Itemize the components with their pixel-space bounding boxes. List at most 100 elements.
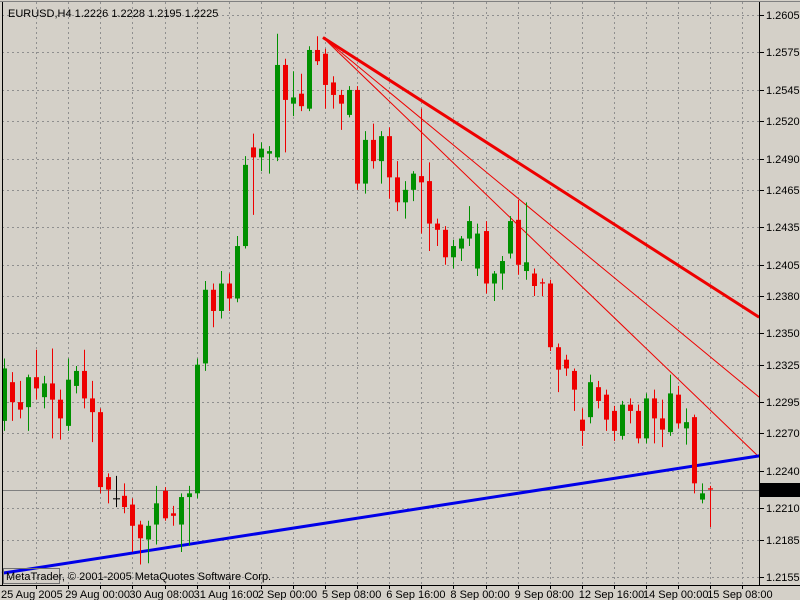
time-tick-label: 30 Aug 08:00 xyxy=(129,589,194,600)
candle xyxy=(187,485,192,546)
candle-body xyxy=(451,246,456,258)
price-tick-label: 1.2520 xyxy=(766,116,800,128)
trendline-descending-inner-2[interactable] xyxy=(322,37,760,458)
candle-body xyxy=(387,136,392,178)
candle-body xyxy=(676,394,681,424)
candle-body xyxy=(620,404,625,436)
candle-body xyxy=(323,53,328,85)
candle-body xyxy=(113,498,120,500)
candle-body xyxy=(395,177,400,203)
candle xyxy=(532,268,537,297)
time-tick-label: 9 Sep 08:00 xyxy=(515,589,574,600)
candle xyxy=(339,89,344,130)
candle-body xyxy=(267,151,272,154)
candle xyxy=(492,271,497,301)
candle-body xyxy=(50,383,55,400)
price-axis[interactable]: 1.2605 1.2575 1.2545 1.2520 1.2490 1.2465 1.24… xyxy=(759,10,800,584)
candle xyxy=(403,181,408,219)
time-tick-label: 14 Sep 00:00 xyxy=(643,589,708,600)
candle xyxy=(42,375,47,409)
candle xyxy=(379,131,384,184)
price-tick-label: 1.2185 xyxy=(766,535,800,547)
candle-body xyxy=(355,89,360,184)
candle-body xyxy=(524,262,529,272)
candle xyxy=(355,86,360,190)
candle xyxy=(427,162,432,252)
candle xyxy=(676,385,681,429)
grid xyxy=(2,2,759,585)
candle-body xyxy=(98,412,103,488)
candle xyxy=(620,400,625,440)
chart-title: EURUSD,H4 1.2226 1.2228 1.2195 1.2225 xyxy=(8,8,218,20)
candle xyxy=(451,239,456,269)
trendline-descending-inner-1[interactable] xyxy=(322,37,760,398)
candle-body xyxy=(66,379,71,426)
price-tick-label: 1.2270 xyxy=(766,428,800,440)
candle-body xyxy=(700,493,705,500)
candle-body xyxy=(227,283,232,299)
candle xyxy=(636,404,641,444)
price-tick-label: 1.2435 xyxy=(766,222,800,234)
candle-body xyxy=(564,359,569,369)
candle xyxy=(315,36,320,65)
candle-body xyxy=(307,49,312,109)
candle-body xyxy=(90,398,95,413)
price-tick-label: 1.2605 xyxy=(766,10,800,22)
price-tick-label: 1.2465 xyxy=(766,185,800,197)
candle-body xyxy=(187,493,192,498)
candle xyxy=(371,123,376,169)
watermark-text: MetaTrader, © 2001-2005 MetaQuotes Softw… xyxy=(6,571,271,583)
candle-body xyxy=(403,189,408,203)
candle-body xyxy=(347,89,352,115)
candle xyxy=(708,485,713,528)
candle xyxy=(684,408,689,445)
candle xyxy=(227,273,232,311)
candle xyxy=(307,46,312,112)
candle-body xyxy=(467,221,472,239)
candle xyxy=(243,156,248,249)
candle xyxy=(299,73,304,112)
trendline-ascending-support[interactable] xyxy=(1,454,760,575)
candle xyxy=(475,223,480,277)
candle-body xyxy=(508,221,513,254)
candle xyxy=(283,58,288,153)
candle xyxy=(435,218,440,247)
candle xyxy=(411,171,416,202)
candle-body xyxy=(604,394,609,420)
candle-body xyxy=(492,273,497,284)
candle-body xyxy=(259,148,264,158)
candle-body xyxy=(443,229,448,258)
candle xyxy=(508,216,513,259)
time-axis[interactable]: 25 Aug 2005 29 Aug 00:00 30 Aug 08:00 31 Au… xyxy=(1,585,773,600)
candle xyxy=(516,199,521,275)
candle-body xyxy=(379,136,384,162)
price-tick-label: 1.2240 xyxy=(766,466,800,478)
time-tick-label: 31 Aug 16:00 xyxy=(194,589,259,600)
candle xyxy=(179,493,184,553)
candle-body xyxy=(146,525,151,540)
candle-body xyxy=(283,64,288,100)
candle-body xyxy=(58,399,63,419)
candle xyxy=(2,358,7,431)
candle xyxy=(484,221,489,294)
candle-body xyxy=(459,238,464,249)
candle-body xyxy=(660,418,665,430)
trendlines-layer[interactable] xyxy=(1,36,760,575)
candle-body xyxy=(203,289,208,364)
candle xyxy=(459,236,464,262)
candle-body xyxy=(411,173,416,190)
candle xyxy=(211,283,216,328)
candle xyxy=(556,343,561,393)
candle-body xyxy=(540,282,545,284)
candle xyxy=(203,281,208,371)
price-tick-label: 1.2380 xyxy=(766,291,800,303)
candle xyxy=(138,520,143,565)
candle xyxy=(363,131,368,194)
candle-body xyxy=(435,223,440,230)
trendline-descending-resistance-main[interactable] xyxy=(322,36,760,319)
price-tick-label: 1.2405 xyxy=(766,260,800,272)
current-price-label: 1.2225 xyxy=(760,483,800,497)
candle-body xyxy=(556,347,561,370)
